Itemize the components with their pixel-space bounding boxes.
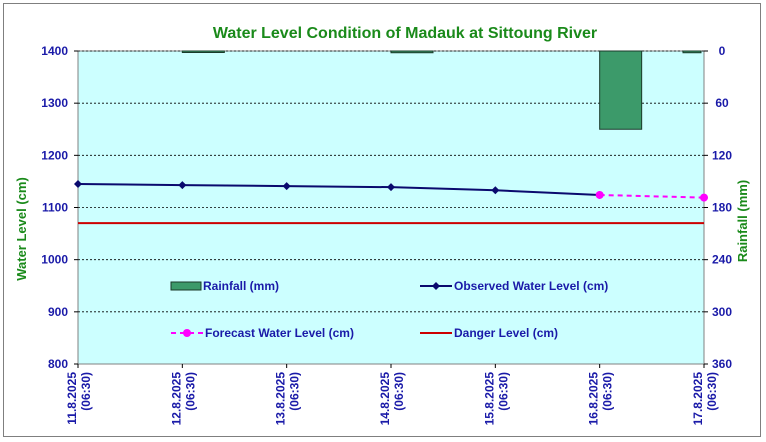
- x-tick-time: (06:30): [79, 372, 93, 411]
- x-tick-date: 12.8.2025: [169, 372, 183, 426]
- legend-observed-marker: [432, 282, 440, 290]
- observed-point: [491, 186, 500, 195]
- rainfall-bars: [181, 50, 702, 130]
- x-tick-time: (06:30): [705, 372, 719, 411]
- legend-rainfall-label: Rainfall (mm): [203, 279, 279, 293]
- x-tick-label: 17.8.2025 (06:30): [691, 372, 719, 426]
- y-tick-label: 1000: [41, 253, 68, 267]
- x-tick-time: (06:30): [288, 372, 302, 411]
- water-level-chart: 800 900 1000 1100 1200 1300 1400 0 60 120 180 240 3…: [14, 25, 750, 426]
- y2-tick-label: 180: [712, 201, 732, 215]
- y2-tick-label: 360: [712, 357, 732, 371]
- forecast-point: [700, 193, 708, 202]
- y-axis-ticks: 800 900 1000 1100 1200 1300 1400: [41, 44, 68, 371]
- y-tick-label: 1400: [41, 44, 68, 58]
- observed-point: [178, 181, 187, 190]
- y-tick-label: 1300: [41, 96, 68, 110]
- series-lines: [74, 180, 708, 225]
- rainfall-bar: [599, 50, 643, 130]
- legend-rainfall-swatch: [170, 281, 202, 291]
- y2-axis-ticks: 0 60 120 180 240 300 360: [712, 44, 732, 371]
- x-tick-time: (06:30): [183, 372, 197, 411]
- y2-tick-label: 0: [719, 44, 726, 58]
- y-tick-label: 900: [48, 305, 68, 319]
- x-tick-date: 17.8.2025: [691, 372, 705, 426]
- x-tick-date: 15.8.2025: [482, 372, 496, 426]
- y2-axis-label: Rainfall (mm): [735, 180, 750, 262]
- x-axis-ticks: 11.8.2025 (06:30) 12.8.2025 (06:30) 13.8.202…: [65, 372, 719, 426]
- x-tick-label: 15.8.2025 (06:30): [482, 372, 510, 426]
- x-tick-date: 11.8.2025: [65, 372, 79, 425]
- x-tick-label: 13.8.2025 (06:30): [274, 372, 302, 426]
- x-tick-time: (06:30): [496, 372, 510, 411]
- forecast-point: [595, 190, 604, 199]
- y-tick-label: 1100: [42, 201, 68, 215]
- observed-point: [387, 183, 395, 192]
- chart-frame: 800 900 1000 1100 1200 1300 1400 0 60 120 180 240 3…: [3, 3, 761, 437]
- y2-tick-label: 300: [712, 305, 732, 319]
- y2-tick-label: 240: [712, 253, 732, 267]
- y-tick-label: 800: [48, 357, 68, 371]
- x-tick-label: 12.8.2025 (06:30): [169, 372, 197, 426]
- x-tick-label: 14.8.2025 (06:30): [378, 372, 406, 426]
- legend-danger-label: Danger Level (cm): [454, 326, 558, 340]
- x-tick-time: (06:30): [601, 372, 615, 411]
- y-axis-label: Water Level (cm): [14, 177, 29, 281]
- x-tick-label: 11.8.2025 (06:30): [65, 372, 93, 425]
- x-tick-date: 13.8.2025: [274, 372, 288, 426]
- x-tick-time: (06:30): [392, 372, 406, 411]
- x-tick-date: 16.8.2025: [587, 372, 601, 426]
- y2-tick-label: 60: [715, 96, 729, 110]
- rainfall-bar: [181, 50, 225, 53]
- legend-observed-label: Observed Water Level (cm): [454, 279, 608, 293]
- rainfall-bar: [682, 50, 702, 54]
- legend: Rainfall (mm) Observed Water Level (cm) Fo…: [170, 279, 608, 340]
- x-tick-label: 16.8.2025 (06:30): [587, 372, 615, 426]
- chart-title: Water Level Condition of Madauk at Sitto…: [213, 25, 597, 42]
- legend-forecast-label: Forecast Water Level (cm): [205, 326, 354, 340]
- rainfall-bar: [390, 50, 434, 54]
- observed-point: [74, 180, 82, 189]
- observed-water-level-line: [77, 183, 600, 196]
- observed-point: [282, 182, 291, 191]
- y2-tick-label: 120: [712, 148, 732, 162]
- y-tick-label: 1200: [41, 148, 68, 162]
- legend-forecast-marker: [183, 329, 191, 337]
- x-tick-date: 14.8.2025: [378, 372, 392, 426]
